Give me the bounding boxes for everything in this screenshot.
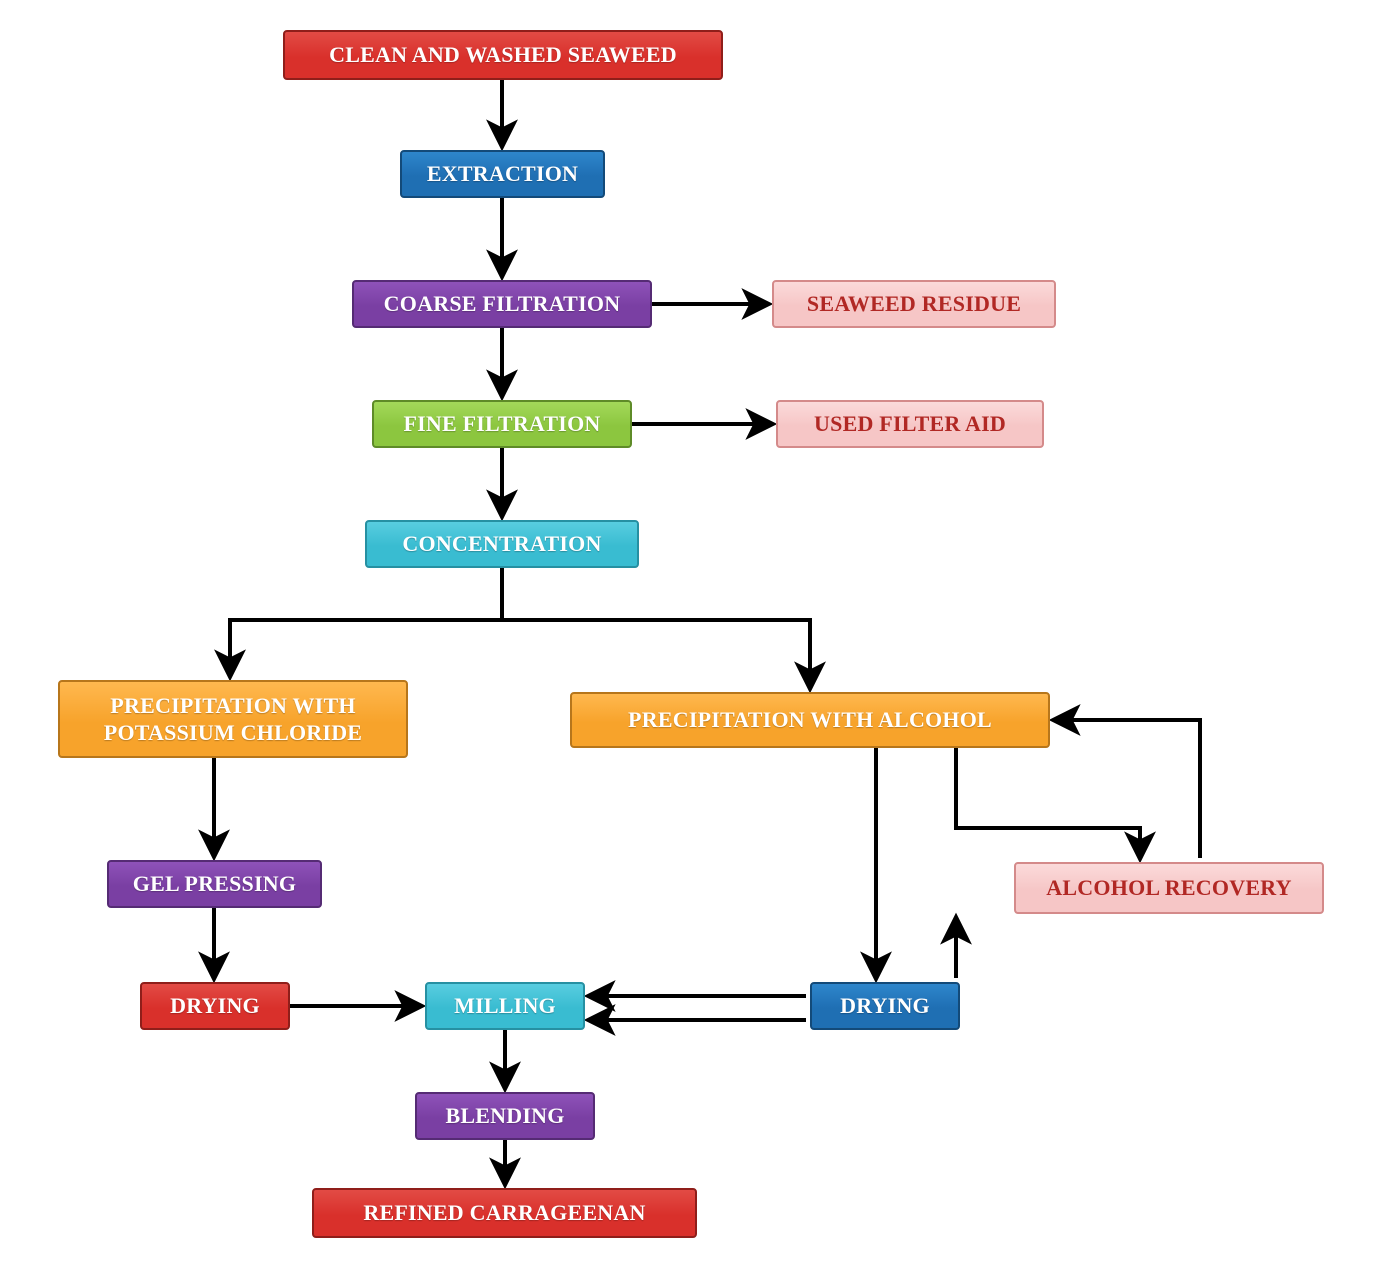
node-refined: REFINED CARRAGEENAN (312, 1188, 697, 1238)
node-coarse: COARSE FILTRATION (352, 280, 652, 328)
node-alcrec: ALCOHOL RECOVERY (1014, 862, 1324, 914)
flowchart-canvas: CLEAN AND WASHED SEAWEED EXTRACTION COARSE… (0, 0, 1400, 1270)
node-precKCl: PRECIPITATION WITH POTASSIUM CHLORIDE (58, 680, 408, 758)
node-filteraid: USED FILTER AID (776, 400, 1044, 448)
edge-alcrec-precAlc (1054, 720, 1200, 858)
edge-split-precAlc (502, 620, 810, 688)
connector-layer (0, 0, 1400, 1270)
node-milling: MILLING (425, 982, 585, 1030)
node-gelpress: GEL PRESSING (107, 860, 322, 908)
node-extraction: EXTRACTION (400, 150, 605, 198)
node-conc: CONCENTRATION (365, 520, 639, 568)
edge-precAlc-alcrec (956, 748, 1140, 858)
node-blend: BLENDING (415, 1092, 595, 1140)
node-precAlc: PRECIPITATION WITH ALCOHOL (570, 692, 1050, 748)
node-seaweed: CLEAN AND WASHED SEAWEED (283, 30, 723, 80)
node-dry1: DRYING (140, 982, 290, 1030)
node-fine: FINE FILTRATION (372, 400, 632, 448)
node-residue: SEAWEED RESIDUE (772, 280, 1056, 328)
edge-split-precKCl (230, 620, 502, 676)
node-dry2: DRYING (810, 982, 960, 1030)
